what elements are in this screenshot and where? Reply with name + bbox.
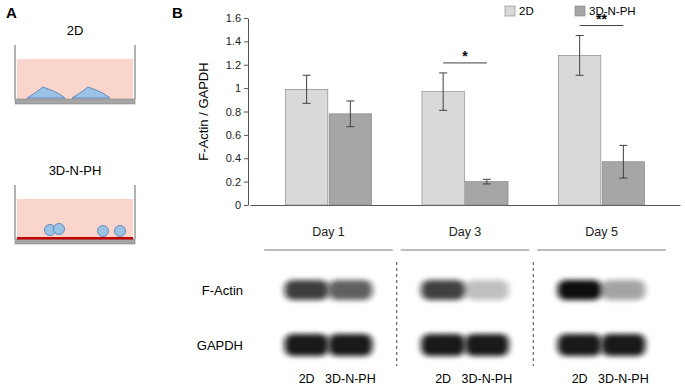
well-wall xyxy=(15,45,135,99)
bar xyxy=(329,114,371,205)
significance-label: * xyxy=(462,48,468,64)
tick-mark xyxy=(244,158,248,159)
lane-label: 2D xyxy=(299,372,315,386)
blot-band xyxy=(421,334,465,356)
blot-band xyxy=(601,334,645,356)
figure: A B 2D 3D-N-PH 0 0.2 0.4 0.6 0.8 1 1.2 1.4 1.6 F-Acti… xyxy=(0,0,685,390)
tick-mark xyxy=(244,112,248,113)
tick-mark xyxy=(244,88,248,89)
tick-label: 1.2 xyxy=(226,59,241,71)
group-line xyxy=(401,250,530,251)
blot-band xyxy=(465,280,509,300)
legend-label: 2D xyxy=(519,5,534,17)
blot-row-label: GAPDH xyxy=(197,338,243,353)
tick-label: 0 xyxy=(235,199,241,211)
well xyxy=(15,185,135,244)
legend: 2D 3D-N-PH xyxy=(505,5,636,17)
bar xyxy=(466,182,508,205)
tick-label: 1.4 xyxy=(226,35,241,47)
legend-swatch xyxy=(505,6,515,16)
tick-label: 0.8 xyxy=(226,106,241,118)
cell xyxy=(98,226,109,237)
error-bar xyxy=(303,75,311,103)
error-bar xyxy=(483,179,491,184)
lane-label: 3D-N-PH xyxy=(325,372,376,386)
blot-band xyxy=(328,334,372,356)
tick-mark xyxy=(244,205,248,206)
lane-label: 2D xyxy=(572,372,588,386)
lane-label: 3D-N-PH xyxy=(598,372,649,386)
tick: Day 3 xyxy=(449,205,482,239)
lane-separator xyxy=(396,262,397,366)
well-label: 2D xyxy=(67,23,84,38)
well-label: 3D-N-PH xyxy=(49,163,102,178)
y-axis-title: F-Actin / GAPDH xyxy=(196,62,211,160)
tick-mark xyxy=(244,65,248,66)
error-bar xyxy=(619,145,627,178)
legend-swatch xyxy=(575,6,585,16)
tick-label: Day 1 xyxy=(312,225,345,239)
error-bar xyxy=(346,101,354,127)
lane-label: 2D xyxy=(435,372,451,386)
coating xyxy=(17,237,133,240)
plate xyxy=(15,99,135,104)
tick: 1.2 xyxy=(226,59,248,71)
medium xyxy=(17,199,133,239)
blot-band xyxy=(601,280,645,300)
group-line xyxy=(264,250,393,251)
lane-label: 3D-N-PH xyxy=(462,372,513,386)
tick-mark xyxy=(244,41,248,42)
bar xyxy=(285,89,327,205)
tick: 1 xyxy=(235,82,248,94)
tick: Day 1 xyxy=(312,205,345,239)
tick-label: 0.6 xyxy=(226,129,241,141)
tick: 0.6 xyxy=(226,129,248,141)
bar xyxy=(558,55,600,205)
tick-mark xyxy=(244,135,248,136)
lane-separator xyxy=(533,262,534,366)
error-bar xyxy=(439,73,447,110)
blot-band xyxy=(558,334,602,356)
tick-label: 1.6 xyxy=(226,12,241,24)
cell xyxy=(72,87,110,98)
tick-label: 0.2 xyxy=(226,176,241,188)
tick-mark xyxy=(244,18,248,19)
tick: 0.4 xyxy=(226,152,248,164)
medium xyxy=(17,59,133,99)
cell xyxy=(115,226,126,237)
tick-mark xyxy=(244,182,248,183)
tick: 0 xyxy=(235,199,248,211)
axis-line xyxy=(248,19,249,206)
panel-label: B xyxy=(172,4,183,21)
tick: 0.8 xyxy=(226,106,248,118)
plot-area xyxy=(285,36,644,205)
tick-label: 1 xyxy=(235,82,241,94)
tick: 1.4 xyxy=(226,35,248,47)
cell xyxy=(54,224,65,235)
error-bar xyxy=(576,36,584,76)
legend-label: 3D-N-PH xyxy=(589,5,636,17)
blot-band xyxy=(285,334,329,356)
blot-band xyxy=(421,280,465,300)
well xyxy=(15,45,135,104)
tick-label: 0.4 xyxy=(226,152,241,164)
tick-label: Day 3 xyxy=(449,225,482,239)
cell xyxy=(27,87,65,98)
x-axis: Day 1 Day 3 Day 5 xyxy=(251,205,681,239)
tick: Day 5 xyxy=(585,205,618,239)
blot-band xyxy=(328,280,372,300)
y-axis: 0 0.2 0.4 0.6 0.8 1 1.2 1.4 1.6 xyxy=(226,12,249,211)
tick-label: Day 5 xyxy=(585,225,618,239)
blot-band xyxy=(465,334,509,356)
group-line xyxy=(537,250,666,251)
tick: 0.2 xyxy=(226,176,248,188)
blot-row-label: F-Actin xyxy=(202,283,243,298)
blot-band xyxy=(285,280,329,300)
panel-label: A xyxy=(6,4,17,21)
blot-band xyxy=(558,280,602,300)
well-wall xyxy=(15,185,135,239)
tick: 1.6 xyxy=(226,12,248,24)
plate xyxy=(15,239,135,244)
